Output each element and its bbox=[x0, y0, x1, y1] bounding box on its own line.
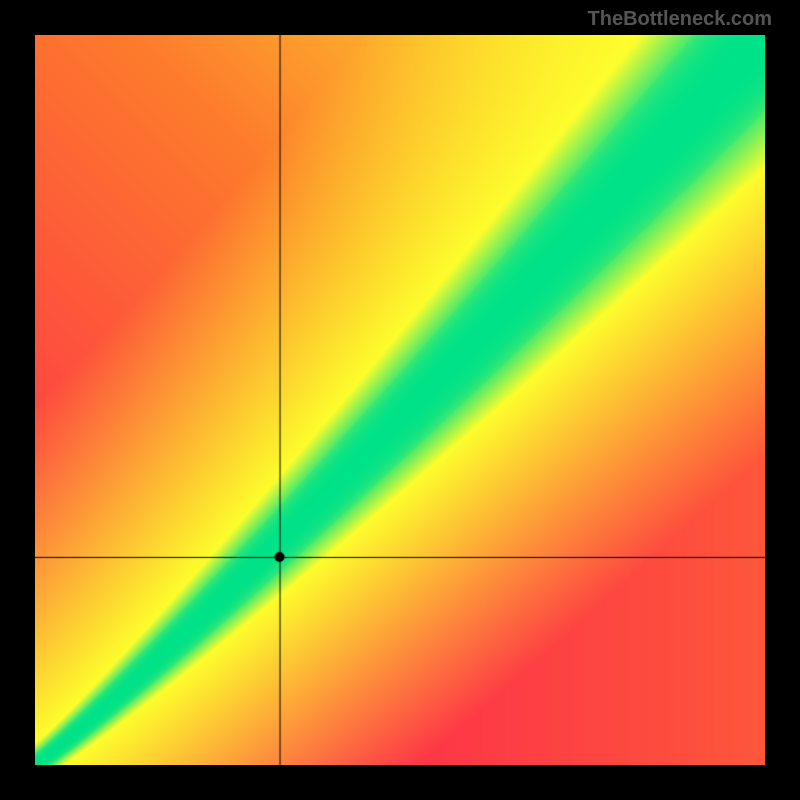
heatmap-canvas bbox=[35, 35, 765, 765]
watermark-text: TheBottleneck.com bbox=[588, 8, 772, 31]
bottleneck-heatmap bbox=[35, 35, 765, 765]
